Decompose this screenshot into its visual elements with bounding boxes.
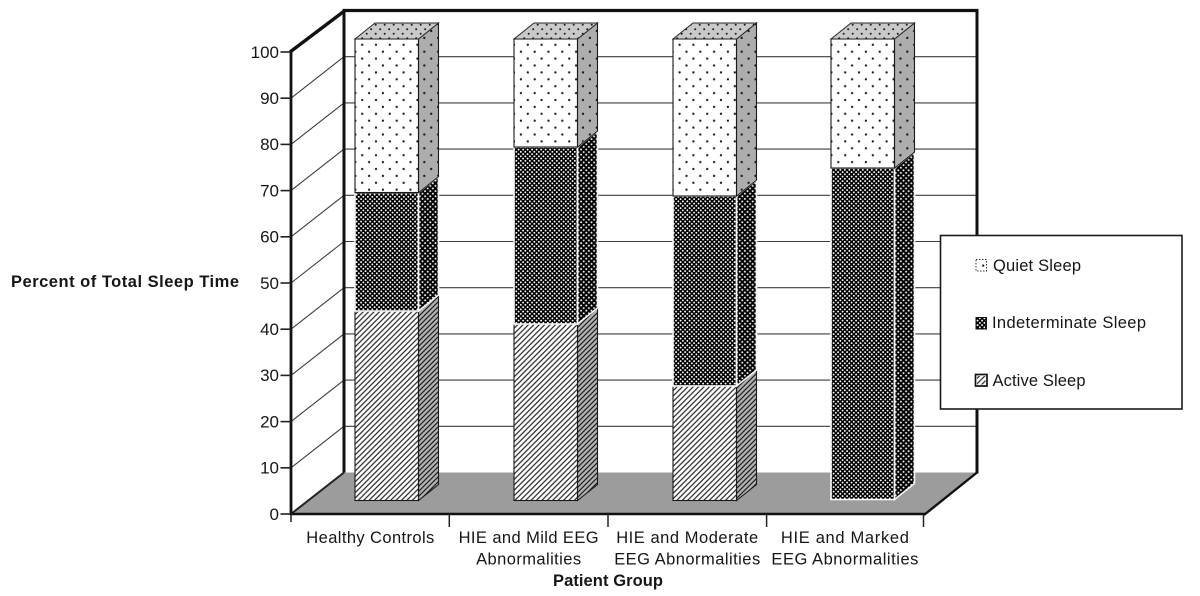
svg-text:Healthy Controls: Healthy Controls xyxy=(306,529,434,547)
svg-text:30: 30 xyxy=(260,366,279,385)
svg-text:HIE and Marked: HIE and Marked xyxy=(781,529,909,547)
svg-text:40: 40 xyxy=(260,320,279,339)
svg-text:0: 0 xyxy=(270,505,279,524)
svg-text:10: 10 xyxy=(260,459,279,478)
svg-text:90: 90 xyxy=(260,89,279,108)
svg-text:60: 60 xyxy=(260,228,279,247)
svg-text:Patient Group: Patient Group xyxy=(553,572,663,590)
svg-text:Quiet Sleep: Quiet Sleep xyxy=(993,257,1081,275)
svg-text:70: 70 xyxy=(260,181,279,200)
svg-text:EEG Abnormalities: EEG Abnormalities xyxy=(614,551,760,569)
svg-text:100: 100 xyxy=(251,43,279,62)
svg-text:20: 20 xyxy=(260,412,279,431)
svg-text:80: 80 xyxy=(260,135,279,154)
svg-text:Percent of Total Sleep Time: Percent of Total Sleep Time xyxy=(11,273,239,291)
svg-text:HIE and Mild EEG: HIE and Mild EEG xyxy=(459,529,599,547)
svg-text:Abnormalities: Abnormalities xyxy=(476,551,581,569)
svg-text:50: 50 xyxy=(260,274,279,293)
svg-text:Active Sleep: Active Sleep xyxy=(993,372,1086,390)
svg-text:Indeterminate Sleep: Indeterminate Sleep xyxy=(992,314,1146,332)
svg-text:HIE and Moderate: HIE and Moderate xyxy=(616,529,758,547)
svg-text:EEG Abnormalities: EEG Abnormalities xyxy=(771,551,918,569)
